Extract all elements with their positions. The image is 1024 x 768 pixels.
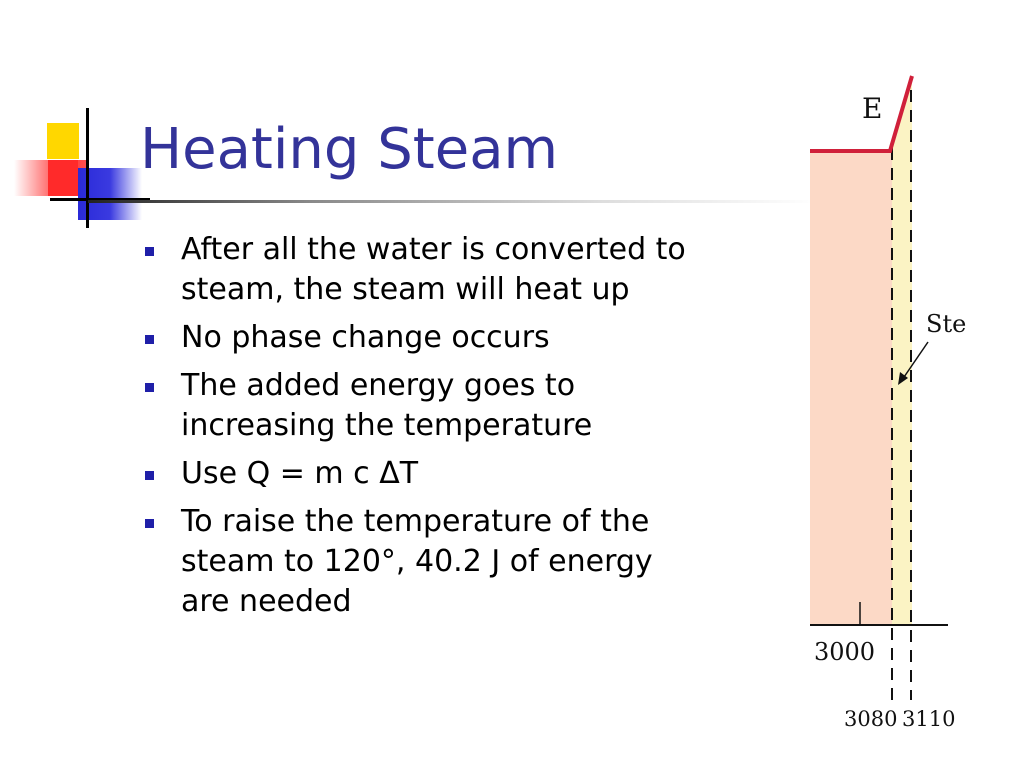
- bullet-text: No phase change occurs: [181, 320, 550, 355]
- phase-graph-svg: E Ste 3000 3080 3110: [810, 75, 966, 731]
- tick-label-3110: 3110: [902, 707, 955, 731]
- square-bullet-icon: [145, 519, 154, 528]
- graph-line: [810, 75, 914, 153]
- slide-title: Heating Steam: [140, 117, 559, 182]
- bullet-text: Use Q = m c ΔT: [181, 456, 419, 491]
- tick-label-3080: 3080: [844, 707, 897, 731]
- square-bullet-icon: [145, 471, 154, 480]
- bullet-item-1: After all the water is converted to stea…: [143, 230, 703, 310]
- square-bullet-icon: [145, 383, 154, 392]
- point-label: E: [862, 92, 882, 125]
- title-underline: [88, 200, 818, 203]
- region-label: Ste: [926, 310, 966, 338]
- bullet-item-3: The added energy goes to increasing the …: [143, 366, 703, 446]
- steam-arrow: [901, 341, 929, 381]
- liquid-region: [810, 150, 892, 625]
- tick-label-3000: 3000: [814, 638, 875, 666]
- square-bullet-icon: [145, 247, 154, 256]
- logo-yellow-square: [47, 123, 79, 159]
- bullet-text: The added energy goes to increasing the …: [181, 368, 593, 443]
- bullet-text: To raise the temperature of the steam to…: [181, 504, 653, 619]
- steam-band: [892, 150, 912, 625]
- bullet-text: After all the water is converted to stea…: [181, 232, 686, 307]
- bullet-item-4: Use Q = m c ΔT: [143, 454, 703, 494]
- logo-horizontal-line: [50, 198, 150, 201]
- bullet-item-5: To raise the temperature of the steam to…: [143, 502, 703, 622]
- bullet-item-2: No phase change occurs: [143, 318, 703, 358]
- bullet-list: After all the water is converted to stea…: [143, 230, 703, 630]
- logo-vertical-line: [86, 108, 89, 228]
- logo-red-square-core: [48, 160, 78, 196]
- arrow-head-icon: [898, 372, 908, 385]
- phase-graph-figure: E Ste 3000 3080 3110: [810, 70, 1010, 750]
- square-bullet-icon: [145, 335, 154, 344]
